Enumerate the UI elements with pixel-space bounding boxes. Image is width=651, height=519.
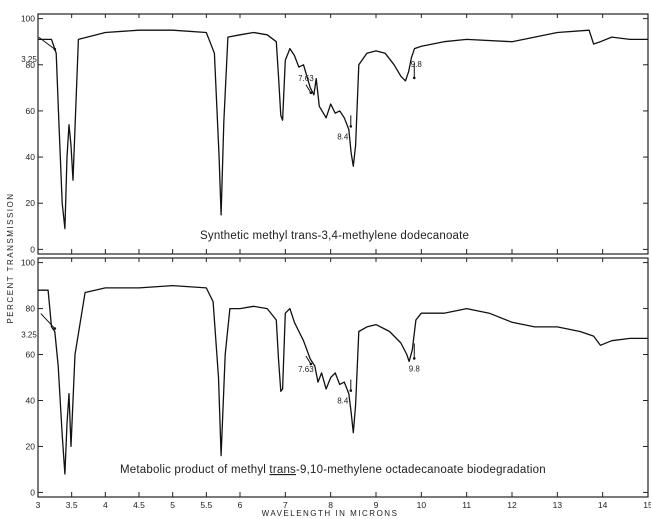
x-tick-label: 11 [462,500,471,510]
annotation-arrow [38,36,56,50]
x-tick-label: 13 [553,500,563,510]
x-tick-label: 8 [328,500,333,510]
annotation-label: 3.25 [21,55,37,64]
y-tick-label: 60 [26,106,36,116]
y-tick-label: 0 [30,244,35,254]
y-tick-label: 80 [26,60,36,70]
annotation-label: 9.8 [409,364,421,373]
x-axis-title: WAVELENGTH IN MICRONS [262,509,399,518]
x-tick-label: 10 [417,500,427,510]
panel-title-part: Metabolic product of methyl [120,464,269,476]
annotation-arrowhead [53,327,57,330]
y-tick-label: 40 [26,395,36,405]
annotation-label: 8.4 [337,132,349,141]
annotation-arrowhead [349,125,353,128]
x-tick-label: 5 [170,500,175,510]
annotation-arrowhead [53,47,57,51]
annotation-label: 9.8 [411,60,423,69]
annotation-arrowhead [412,357,416,360]
x-tick-label: 12 [507,500,517,510]
x-tick-label: 3 [36,500,41,510]
annotation-label: 7.63 [298,74,314,83]
y-tick-label: 100 [21,14,35,24]
panel-title-underlined: trans [269,464,296,476]
annotation-arrow [305,355,312,365]
annotation-label: 7.63 [298,365,314,374]
annotation-label: 8.4 [337,397,349,406]
spectrum-trace [38,29,648,230]
panel-title: Synthetic methyl trans-3,4-methylene dod… [200,230,469,242]
y-tick-label: 20 [26,198,36,208]
annotation-arrowhead [412,76,416,80]
x-tick-label: 4.5 [133,500,145,510]
y-tick-label: 60 [26,350,36,360]
panel-title: Metabolic product of methyl trans-9,10-m… [120,464,546,476]
y-tick-label: 20 [26,441,36,451]
annotation-arrowhead [309,91,313,95]
x-tick-label: 15 [643,500,651,510]
annotation-arrowhead [349,389,353,392]
annotation-arrow [40,313,56,329]
y-tick-label: 0 [30,487,35,497]
spectrum-trace [38,284,648,475]
x-tick-label: 5.5 [200,500,212,510]
annotation-arrowhead [309,362,313,366]
x-tick-label: 4 [103,500,108,510]
x-tick-label: 6 [238,500,243,510]
y-axis-title: PERCENT TRANSMISSION [6,192,15,323]
x-tick-label: 9 [374,500,379,510]
annotation-label: 3.25 [21,331,37,340]
spectrum-panel-bottom: 0 20 40 60 80 100 3 3.5 4 4.5 5 5.5 6 7 8 9 10 11 12 13 14 15… [21,257,651,510]
plot-frame [37,13,649,255]
x-tick-label: 14 [598,500,608,510]
y-tick-label: 40 [26,152,36,162]
y-tick-label: 80 [26,304,36,314]
x-tick-label: 7 [283,500,288,510]
plot-frame [37,257,649,498]
x-tick-label: 3.5 [66,500,78,510]
annotation-arrow [305,84,312,94]
spectrum-panel-top: 0 20 40 60 80 100 3.25 7.63 8.4 9.8 Synthetic meth… [21,13,649,255]
panel-title-part: -9,10-methylene octadecanoate biodegrada… [296,464,546,476]
y-tick-label: 100 [21,258,35,268]
